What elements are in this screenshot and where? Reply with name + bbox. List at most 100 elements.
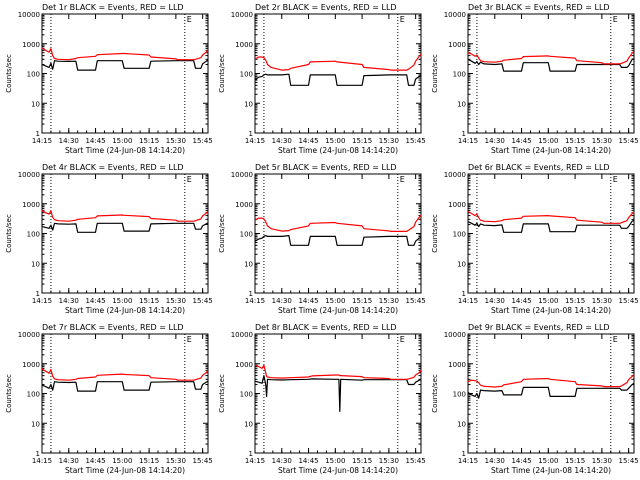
x-tick-label: 15:00 bbox=[325, 297, 345, 305]
y-tick-label: 1 bbox=[462, 290, 466, 298]
x-tick-label: 14:30 bbox=[272, 297, 292, 305]
series-events bbox=[467, 57, 635, 72]
x-tick-label: 15:00 bbox=[538, 137, 558, 145]
chart-title: Det 3r BLACK = Events, RED = LLD bbox=[468, 3, 610, 12]
y-axis-label: Counts/sec bbox=[218, 374, 226, 413]
x-tick-label: 15:15 bbox=[565, 457, 585, 465]
x-tick-label: 14:45 bbox=[298, 457, 318, 465]
x-tick-label: 14:30 bbox=[485, 457, 505, 465]
y-axis-label: Counts/sec bbox=[218, 214, 226, 253]
x-tick-label: 15:00 bbox=[112, 137, 132, 145]
plot-frame bbox=[41, 333, 209, 454]
x-tick-label: 15:45 bbox=[619, 457, 639, 465]
y-tick-label: 1 bbox=[249, 450, 253, 458]
y-tick-label: 1 bbox=[36, 290, 40, 298]
x-tick-label: 15:00 bbox=[325, 457, 345, 465]
y-tick-label: 1 bbox=[36, 450, 40, 458]
x-tick-label: 15:45 bbox=[406, 297, 426, 305]
x-tick-label: 15:00 bbox=[325, 137, 345, 145]
x-tick-label: 15:15 bbox=[565, 137, 585, 145]
y-tick-label: 10000 bbox=[231, 171, 253, 179]
y-tick-label: 100 bbox=[27, 391, 40, 399]
annotation-mark: E bbox=[613, 15, 618, 24]
y-tick-label: 100 bbox=[240, 231, 253, 239]
x-tick-label: 14:45 bbox=[511, 297, 531, 305]
x-tick-label: 15:15 bbox=[352, 457, 372, 465]
x-tick-label: 15:30 bbox=[379, 457, 399, 465]
y-tick-label: 1000 bbox=[235, 361, 253, 369]
y-tick-label: 10 bbox=[244, 260, 253, 268]
x-tick-label: 15:00 bbox=[112, 297, 132, 305]
x-axis-label: Start Time (24-Jun-08 14:14:20) bbox=[65, 146, 185, 155]
x-tick-label: 15:30 bbox=[592, 457, 612, 465]
plot-frame bbox=[41, 13, 209, 134]
y-axis-label: Counts/sec bbox=[431, 54, 439, 93]
x-tick-label: 15:45 bbox=[406, 457, 426, 465]
x-tick-label: 14:15 bbox=[458, 457, 478, 465]
y-tick-label: 1000 bbox=[448, 361, 466, 369]
y-tick-label: 100 bbox=[240, 391, 253, 399]
y-axis-label: Counts/sec bbox=[431, 374, 439, 413]
x-tick-label: 15:45 bbox=[619, 137, 639, 145]
y-tick-label: 10 bbox=[457, 100, 466, 108]
x-tick-label: 15:30 bbox=[166, 137, 186, 145]
chart-title: Det 1r BLACK = Events, RED = LLD bbox=[42, 3, 184, 12]
chart-title: Det 9r BLACK = Events, RED = LLD bbox=[468, 323, 610, 332]
y-tick-label: 10 bbox=[31, 260, 40, 268]
y-tick-label: 1000 bbox=[235, 41, 253, 49]
series-events bbox=[41, 380, 209, 392]
y-tick-label: 1 bbox=[249, 290, 253, 298]
annotation-mark: E bbox=[187, 335, 192, 344]
x-tick-label: 15:15 bbox=[352, 137, 372, 145]
x-tick-label: 15:30 bbox=[379, 137, 399, 145]
y-tick-label: 100 bbox=[453, 391, 466, 399]
x-tick-label: 14:30 bbox=[59, 457, 79, 465]
plot-frame bbox=[254, 333, 422, 454]
x-tick-label: 14:15 bbox=[32, 137, 52, 145]
x-tick-label: 14:15 bbox=[245, 137, 265, 145]
x-tick-label: 14:45 bbox=[85, 137, 105, 145]
y-tick-label: 100 bbox=[453, 231, 466, 239]
series-events bbox=[467, 219, 635, 233]
x-tick-label: 14:45 bbox=[298, 297, 318, 305]
y-tick-label: 100 bbox=[240, 71, 253, 79]
series-lld bbox=[41, 209, 209, 222]
y-tick-label: 1000 bbox=[235, 201, 253, 209]
plot-frame bbox=[467, 173, 635, 294]
plot-frame bbox=[254, 173, 422, 294]
series-lld bbox=[41, 47, 209, 61]
x-tick-label: 14:45 bbox=[511, 457, 531, 465]
x-tick-label: 15:15 bbox=[139, 457, 159, 465]
annotation-mark: E bbox=[187, 175, 192, 184]
y-tick-label: 1000 bbox=[22, 361, 40, 369]
x-tick-label: 15:15 bbox=[139, 137, 159, 145]
x-tick-label: 15:45 bbox=[193, 137, 213, 145]
y-tick-label: 1000 bbox=[448, 41, 466, 49]
series-lld bbox=[467, 210, 635, 224]
x-tick-label: 15:45 bbox=[406, 137, 426, 145]
x-axis-label: Start Time (24-Jun-08 14:14:20) bbox=[491, 466, 611, 475]
x-tick-label: 15:30 bbox=[166, 457, 186, 465]
y-tick-label: 10000 bbox=[18, 331, 40, 339]
y-tick-label: 1000 bbox=[22, 201, 40, 209]
series-lld bbox=[467, 374, 635, 388]
series-lld bbox=[467, 50, 635, 65]
y-tick-label: 1000 bbox=[448, 201, 466, 209]
x-tick-label: 14:30 bbox=[59, 297, 79, 305]
x-tick-label: 15:00 bbox=[538, 457, 558, 465]
y-tick-label: 1 bbox=[462, 130, 466, 138]
x-tick-label: 15:30 bbox=[379, 297, 399, 305]
chart-title: Det 5r BLACK = Events, RED = LLD bbox=[255, 163, 397, 172]
y-tick-label: 10000 bbox=[444, 171, 466, 179]
y-tick-label: 10000 bbox=[18, 11, 40, 19]
x-tick-label: 15:30 bbox=[592, 137, 612, 145]
x-tick-label: 14:15 bbox=[32, 297, 52, 305]
y-tick-label: 10 bbox=[457, 260, 466, 268]
series-events bbox=[467, 382, 635, 399]
